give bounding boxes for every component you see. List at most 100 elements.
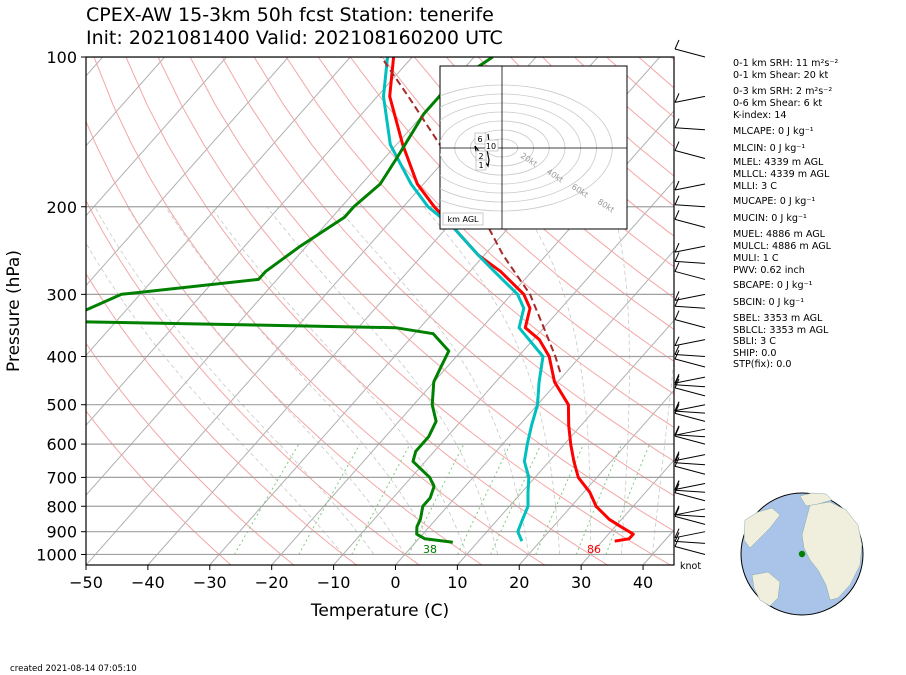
- stability-index-line: SBLI: 3 C: [733, 336, 776, 347]
- dry-adiabat: [157, 57, 671, 565]
- wind-barb-shaft: [674, 150, 706, 160]
- stability-index-line: PWV: 0.62 inch: [733, 265, 805, 276]
- hodo-label-10: 10: [486, 142, 496, 151]
- wind-barb-shaft: [674, 204, 706, 208]
- wind-barb-flag: [674, 537, 680, 547]
- globe-land-europe: [799, 492, 833, 507]
- isotherm-line: [86, 57, 475, 496]
- stability-index-line: SHIP: 0.0: [733, 348, 777, 359]
- y-tick-label: 500: [46, 396, 77, 415]
- y-tick-label: 200: [46, 198, 77, 217]
- wind-barb-flag: [674, 457, 680, 467]
- isotherm-line: [86, 57, 289, 287]
- wind-barb-shaft: [674, 462, 706, 466]
- y-tick-label: 400: [46, 348, 77, 367]
- dry-adiabat: [381, 57, 674, 331]
- wetbulb-profile: [382, 57, 545, 542]
- mixing-ratio-line: [575, 443, 623, 555]
- wind-barb-shaft: [674, 387, 706, 397]
- axis-ticks: −50 −40 −30 −20 −10 0 10 20 30 40 100 200 300 400 500 6…: [36, 48, 653, 592]
- stability-index-line: 0-1 km Shear: 20 kt: [733, 70, 829, 81]
- wind-barb-flag: [674, 378, 680, 389]
- wind-barb-flag: [674, 210, 680, 220]
- stability-index-line: MUCIN: 0 J kg⁻¹: [733, 213, 807, 224]
- moist-adiabat: [522, 206, 591, 555]
- y-tick-label: 600: [46, 435, 77, 454]
- stability-index-line: K-index: 14: [733, 110, 787, 121]
- wind-barb-flag: [674, 404, 680, 414]
- stability-index-line: MULI: 1 C: [733, 253, 779, 264]
- wind-barb-shaft: [674, 384, 706, 388]
- x-tick-label: −10: [317, 573, 351, 592]
- wind-barb-flag: [674, 507, 680, 517]
- wind-barb-shaft: [674, 454, 706, 462]
- wind-barb-flag: [674, 262, 680, 272]
- dry-adiabat: [446, 57, 674, 268]
- wind-barb-flag: [674, 528, 680, 538]
- wind-barb-flag: [674, 180, 680, 191]
- x-axis-label: Temperature (C): [310, 601, 449, 621]
- isotherm-line: [86, 57, 227, 217]
- wind-barb-flag: [674, 481, 680, 491]
- dry-adiabat: [253, 57, 674, 462]
- created-timestamp: created 2021-08-14 07:05:10: [10, 664, 137, 674]
- wind-barb-shaft: [674, 319, 706, 329]
- stability-index-line: MUEL: 4886 m AGL: [733, 229, 826, 240]
- wind-barb-flag: [674, 401, 680, 412]
- wind-barb-flag: [674, 336, 680, 346]
- mixing-ratio-line: [535, 443, 584, 555]
- wind-barb-flag: [674, 505, 680, 515]
- wind-barb-shaft: [674, 376, 706, 384]
- stability-index-line: SBCAPE: 0 J kg⁻¹: [733, 280, 813, 291]
- stability-index-line: SBCIN: 0 J kg⁻¹: [733, 297, 805, 308]
- mixing-ratio-line: [298, 443, 361, 555]
- moist-adiabat: [612, 206, 630, 555]
- wind-barb-shaft: [674, 48, 706, 58]
- dry-adiabat: [93, 57, 546, 565]
- station-marker: [798, 550, 806, 558]
- wind-barb-shaft: [674, 305, 706, 309]
- y-tick-label: 900: [46, 523, 77, 542]
- stability-index-line: MUCAPE: 0 J kg⁻¹: [733, 196, 816, 207]
- wind-barb-shaft: [674, 545, 706, 555]
- wind-barb-shaft: [674, 245, 706, 253]
- dry-adiabat: [86, 272, 357, 565]
- wind-barb-flag: [674, 375, 680, 385]
- parcel-profile: [380, 57, 562, 373]
- wind-barb-flag: [674, 39, 680, 50]
- x-tick-label: 30: [571, 573, 591, 592]
- plot-frame: [85, 56, 675, 566]
- y-axis-label: Pressure (hPa): [4, 250, 24, 372]
- y-tick-label: 300: [46, 285, 77, 304]
- moist-adiabat: [86, 242, 344, 555]
- isotherm-line: [580, 459, 674, 565]
- dewpoint-profile: [86, 57, 494, 544]
- globe-land-africa: [801, 501, 863, 601]
- mixing-ratio-line: [408, 443, 465, 555]
- stability-index-line: MLLI: 3 C: [733, 181, 777, 192]
- isotherm-line: [86, 57, 166, 147]
- wind-barb-flag: [674, 483, 680, 493]
- temperature-profile: [388, 57, 635, 543]
- wind-barb-flag: [674, 310, 680, 320]
- isotherm-line: [518, 389, 674, 565]
- hodograph-inset: 20kt 40kt 60kt 80kt 6 10 2 1 km AGL: [439, 65, 628, 230]
- chart-title-line2: Init: 2021081400 Valid: 202108160200 UTC: [86, 27, 503, 49]
- wind-barb-shaft: [674, 492, 706, 502]
- dry-adiabat: [86, 342, 295, 565]
- wind-barb-shaft: [674, 540, 706, 544]
- x-tick-label: −40: [131, 573, 165, 592]
- chart-title-line1: CPEX-AW 15-3km 50h fcst Station: tenerif…: [86, 4, 494, 26]
- wind-barb-shaft: [674, 354, 706, 357]
- wind-barb-shaft: [674, 508, 706, 516]
- moist-adiabat: [336, 206, 529, 555]
- dry-adiabat: [86, 410, 232, 565]
- x-tick-label: 20: [509, 573, 529, 592]
- x-tick-label: 40: [633, 573, 653, 592]
- x-tick-label: 10: [447, 573, 467, 592]
- surface-temperature-label: 86: [587, 543, 601, 556]
- stability-index-line: MULCL: 4886 m AGL: [733, 241, 832, 252]
- wind-barb-flag: [674, 242, 680, 253]
- isotherm-line: [86, 57, 413, 427]
